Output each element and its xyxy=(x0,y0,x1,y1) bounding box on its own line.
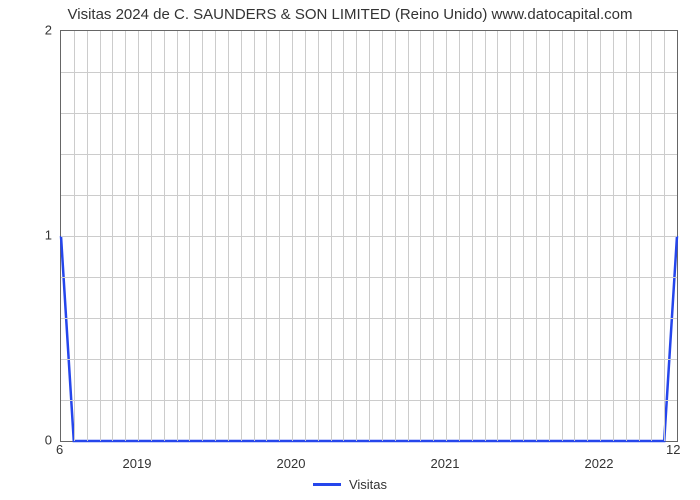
grid-line-h xyxy=(61,154,677,155)
xtick-label: 2019 xyxy=(123,456,152,471)
plot-area xyxy=(60,30,678,442)
grid-line-h xyxy=(61,195,677,196)
ytick-label: 0 xyxy=(30,433,52,448)
grid-line-h xyxy=(61,277,677,278)
ytick-label: 1 xyxy=(30,228,52,243)
grid-line-h xyxy=(61,318,677,319)
xtick-label: 2022 xyxy=(585,456,614,471)
xtick-label: 2020 xyxy=(277,456,306,471)
legend: Visitas xyxy=(0,476,700,492)
grid-line-h xyxy=(61,236,677,237)
xtick-label: 2021 xyxy=(431,456,460,471)
grid-line-h xyxy=(61,113,677,114)
x-edge-right-label: 12 xyxy=(666,442,680,457)
legend-swatch xyxy=(313,483,341,486)
x-edge-left-label: 6 xyxy=(56,442,63,457)
ytick-label: 2 xyxy=(30,23,52,38)
grid-line-h xyxy=(61,359,677,360)
grid-line-h xyxy=(61,400,677,401)
chart-title: Visitas 2024 de C. SAUNDERS & SON LIMITE… xyxy=(0,6,700,23)
grid-line-h xyxy=(61,72,677,73)
legend-label: Visitas xyxy=(349,477,387,492)
